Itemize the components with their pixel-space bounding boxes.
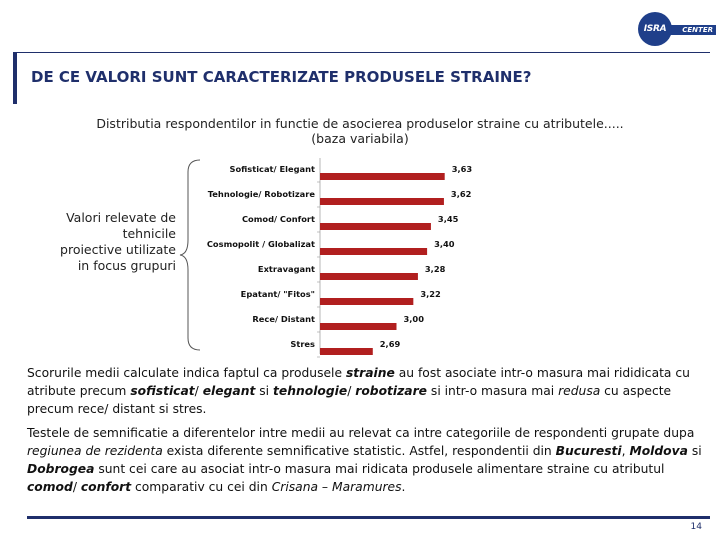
category-label: Comod/ Confort (242, 214, 315, 224)
bar-chart: Sofisticat/ Elegant 3,63 Tehnologie/ Robot… (207, 158, 473, 358)
category-label: Tehnologie/ Robotizare (208, 189, 316, 199)
p2-text: Testele de semnificatie a diferentelor i… (27, 426, 695, 440)
p1-text: / (194, 384, 203, 398)
bar (320, 198, 444, 205)
p1-bold: tehnologie (273, 384, 348, 398)
category-label: Extravagant (258, 264, 315, 274)
p2-italic: Crisana – Maramures (271, 480, 402, 494)
title-frame: DE CE VALORI SUNT CARACTERIZATE PRODUSEL… (13, 52, 710, 104)
data-label: 3,00 (404, 314, 425, 324)
p2-text: exista diferente semnificative statistic… (162, 444, 556, 458)
p2-text: sunt cei care au asociat intr-o masura m… (94, 462, 665, 476)
data-label: 3,45 (438, 214, 459, 224)
bar (320, 323, 397, 330)
category-label: Sofisticat/ Elegant (229, 164, 315, 174)
bar (320, 248, 428, 255)
curly-brace-icon (179, 159, 201, 351)
p1-text: si intr-o masura mai (427, 384, 559, 398)
slide-title: DE CE VALORI SUNT CARACTERIZATE PRODUSEL… (31, 68, 532, 86)
p1-text: / (347, 384, 356, 398)
p2-text: . (401, 480, 406, 494)
isra-center-logo: CENTER ISRA (638, 12, 716, 46)
p2-bold: comod (27, 480, 73, 494)
category-label: Rece/ Distant (252, 314, 315, 324)
p1-italic: redusa (558, 384, 601, 398)
paragraph-1: Scorurile medii calculate indica faptul … (27, 364, 707, 418)
p1-text: si (255, 384, 274, 398)
p1-bold: sofisticat (130, 384, 195, 398)
logo-text: CENTER (664, 25, 716, 35)
bar (320, 348, 373, 355)
category-label: Stres (290, 339, 315, 349)
data-label: 3,22 (420, 289, 441, 299)
logo-mark: ISRA (638, 12, 672, 46)
p2-text: comparativ cu cei din (131, 480, 272, 494)
p1-bold: robotizare (355, 384, 427, 398)
data-label: 2,69 (380, 339, 401, 349)
p2-bold: Moldova (629, 444, 688, 458)
p2-text: , (621, 444, 630, 458)
data-label: 3,40 (434, 239, 455, 249)
p1-text: au fost asociate intr-o masura mai ridid… (27, 366, 690, 398)
side-note: Valori relevate de tehnicile proiective … (60, 210, 176, 273)
bar (320, 223, 431, 230)
p1-text: Scorurile medii calculate indica faptul … (27, 366, 346, 380)
category-label: Cosmopolit / Globalizat (207, 239, 315, 249)
bar (320, 273, 418, 280)
p2-bold: Dobrogea (27, 462, 95, 476)
chart-subtitle: Distributia respondentilor in functie de… (96, 116, 624, 146)
p1-bold: elegant (202, 384, 256, 398)
p1-text: cu aspecte precum rece/ distant si stres… (27, 384, 672, 416)
p2-text: / (72, 480, 81, 494)
p2-italic: regiunea de rezidenta (27, 444, 163, 458)
paragraph-2: Testele de semnificatie a diferentelor i… (27, 424, 707, 496)
p1-bold: straine (345, 366, 395, 380)
bar (320, 298, 414, 305)
p2-bold: Bucuresti (555, 444, 622, 458)
footer-divider (27, 516, 710, 519)
data-label: 3,62 (451, 189, 472, 199)
p2-bold: confort (80, 480, 132, 494)
category-label: Epatant/ "Fitos" (241, 289, 315, 299)
page-number: 14 (690, 522, 702, 532)
data-label: 3,28 (425, 264, 446, 274)
data-label: 3,63 (452, 164, 473, 174)
bar (320, 173, 445, 180)
p2-text: si (687, 444, 702, 458)
